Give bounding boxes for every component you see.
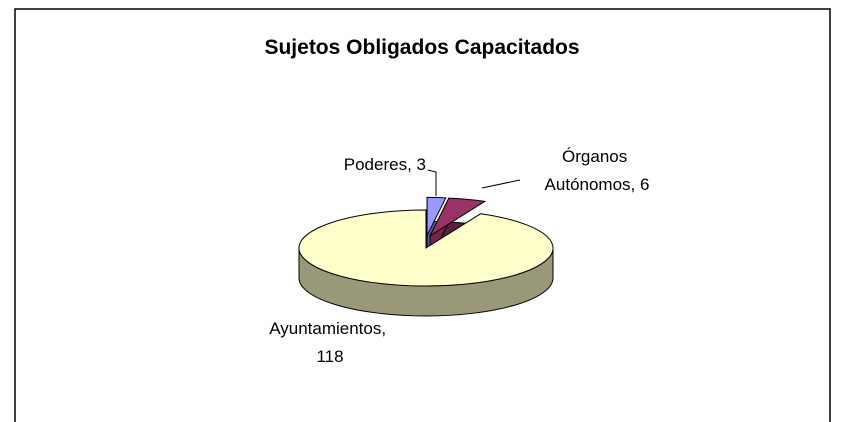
- chart-border: [14, 8, 831, 422]
- data-label-line: Órganos: [562, 147, 632, 166]
- data-label-line: Autónomos, 6: [545, 175, 650, 194]
- leader-line: [481, 179, 521, 189]
- data-label-line: 118: [316, 347, 343, 366]
- data-label: Ayuntamientos, 118: [269, 319, 391, 366]
- data-label: Órganos Autónomos, 6: [545, 147, 650, 194]
- slice: [428, 197, 487, 238]
- chart-title: Sujetos Obligados Capacitados: [264, 36, 579, 59]
- slice: [426, 196, 447, 236]
- data-label-line: Ayuntamientos,: [269, 319, 391, 338]
- leader-line: [427, 169, 437, 196]
- data-label: Poderes, 3: [344, 155, 426, 174]
- slice: [298, 209, 554, 287]
